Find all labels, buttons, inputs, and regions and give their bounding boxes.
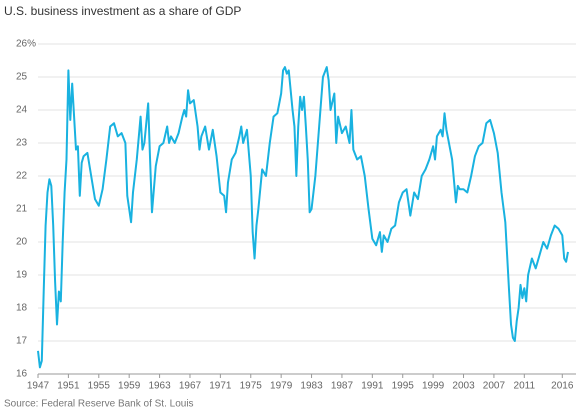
- x-tick-label: 1987: [331, 381, 354, 392]
- y-tick-label: 23: [16, 138, 28, 149]
- x-tick-label: 2016: [551, 381, 574, 392]
- x-tick-label: 2003: [452, 381, 475, 392]
- x-tick-label: 1975: [240, 381, 263, 392]
- x-tick-label: 1951: [57, 381, 80, 392]
- x-tick-label: 1947: [27, 381, 50, 392]
- y-tick-label: 25: [16, 72, 28, 83]
- y-tick-label: 21: [16, 204, 28, 215]
- x-tick-label: 1979: [270, 381, 293, 392]
- y-tick-label: 18: [16, 303, 28, 314]
- x-tick-label: 1971: [209, 381, 232, 392]
- data-line: [37, 66, 569, 369]
- y-tick-label: 24: [16, 105, 28, 116]
- x-tick-label: 1983: [300, 381, 323, 392]
- y-tick-label: 19: [16, 270, 28, 281]
- source: Source: Federal Reserve Bank of St. Loui…: [4, 399, 194, 410]
- x-tick-label: 1995: [392, 381, 415, 392]
- y-tick-label: 20: [16, 237, 28, 248]
- y-tick-label: 22: [16, 171, 28, 182]
- x-tick-label: 2007: [483, 381, 506, 392]
- x-tick-label: 1955: [88, 381, 111, 392]
- x-tick-label: 1963: [148, 381, 171, 392]
- x-tick-label: 2011: [514, 381, 536, 392]
- y-tick-label: 16: [16, 369, 28, 380]
- x-tick-label: 1967: [179, 381, 202, 392]
- x-tick-label: 1959: [118, 381, 141, 392]
- y-tick-label: 26%: [16, 39, 36, 50]
- x-tick-label: 1999: [422, 381, 445, 392]
- chart-title: U.S. business investment as a share of G…: [4, 4, 241, 18]
- y-tick-label: 17: [16, 336, 28, 347]
- x-tick-label: 1991: [361, 381, 384, 392]
